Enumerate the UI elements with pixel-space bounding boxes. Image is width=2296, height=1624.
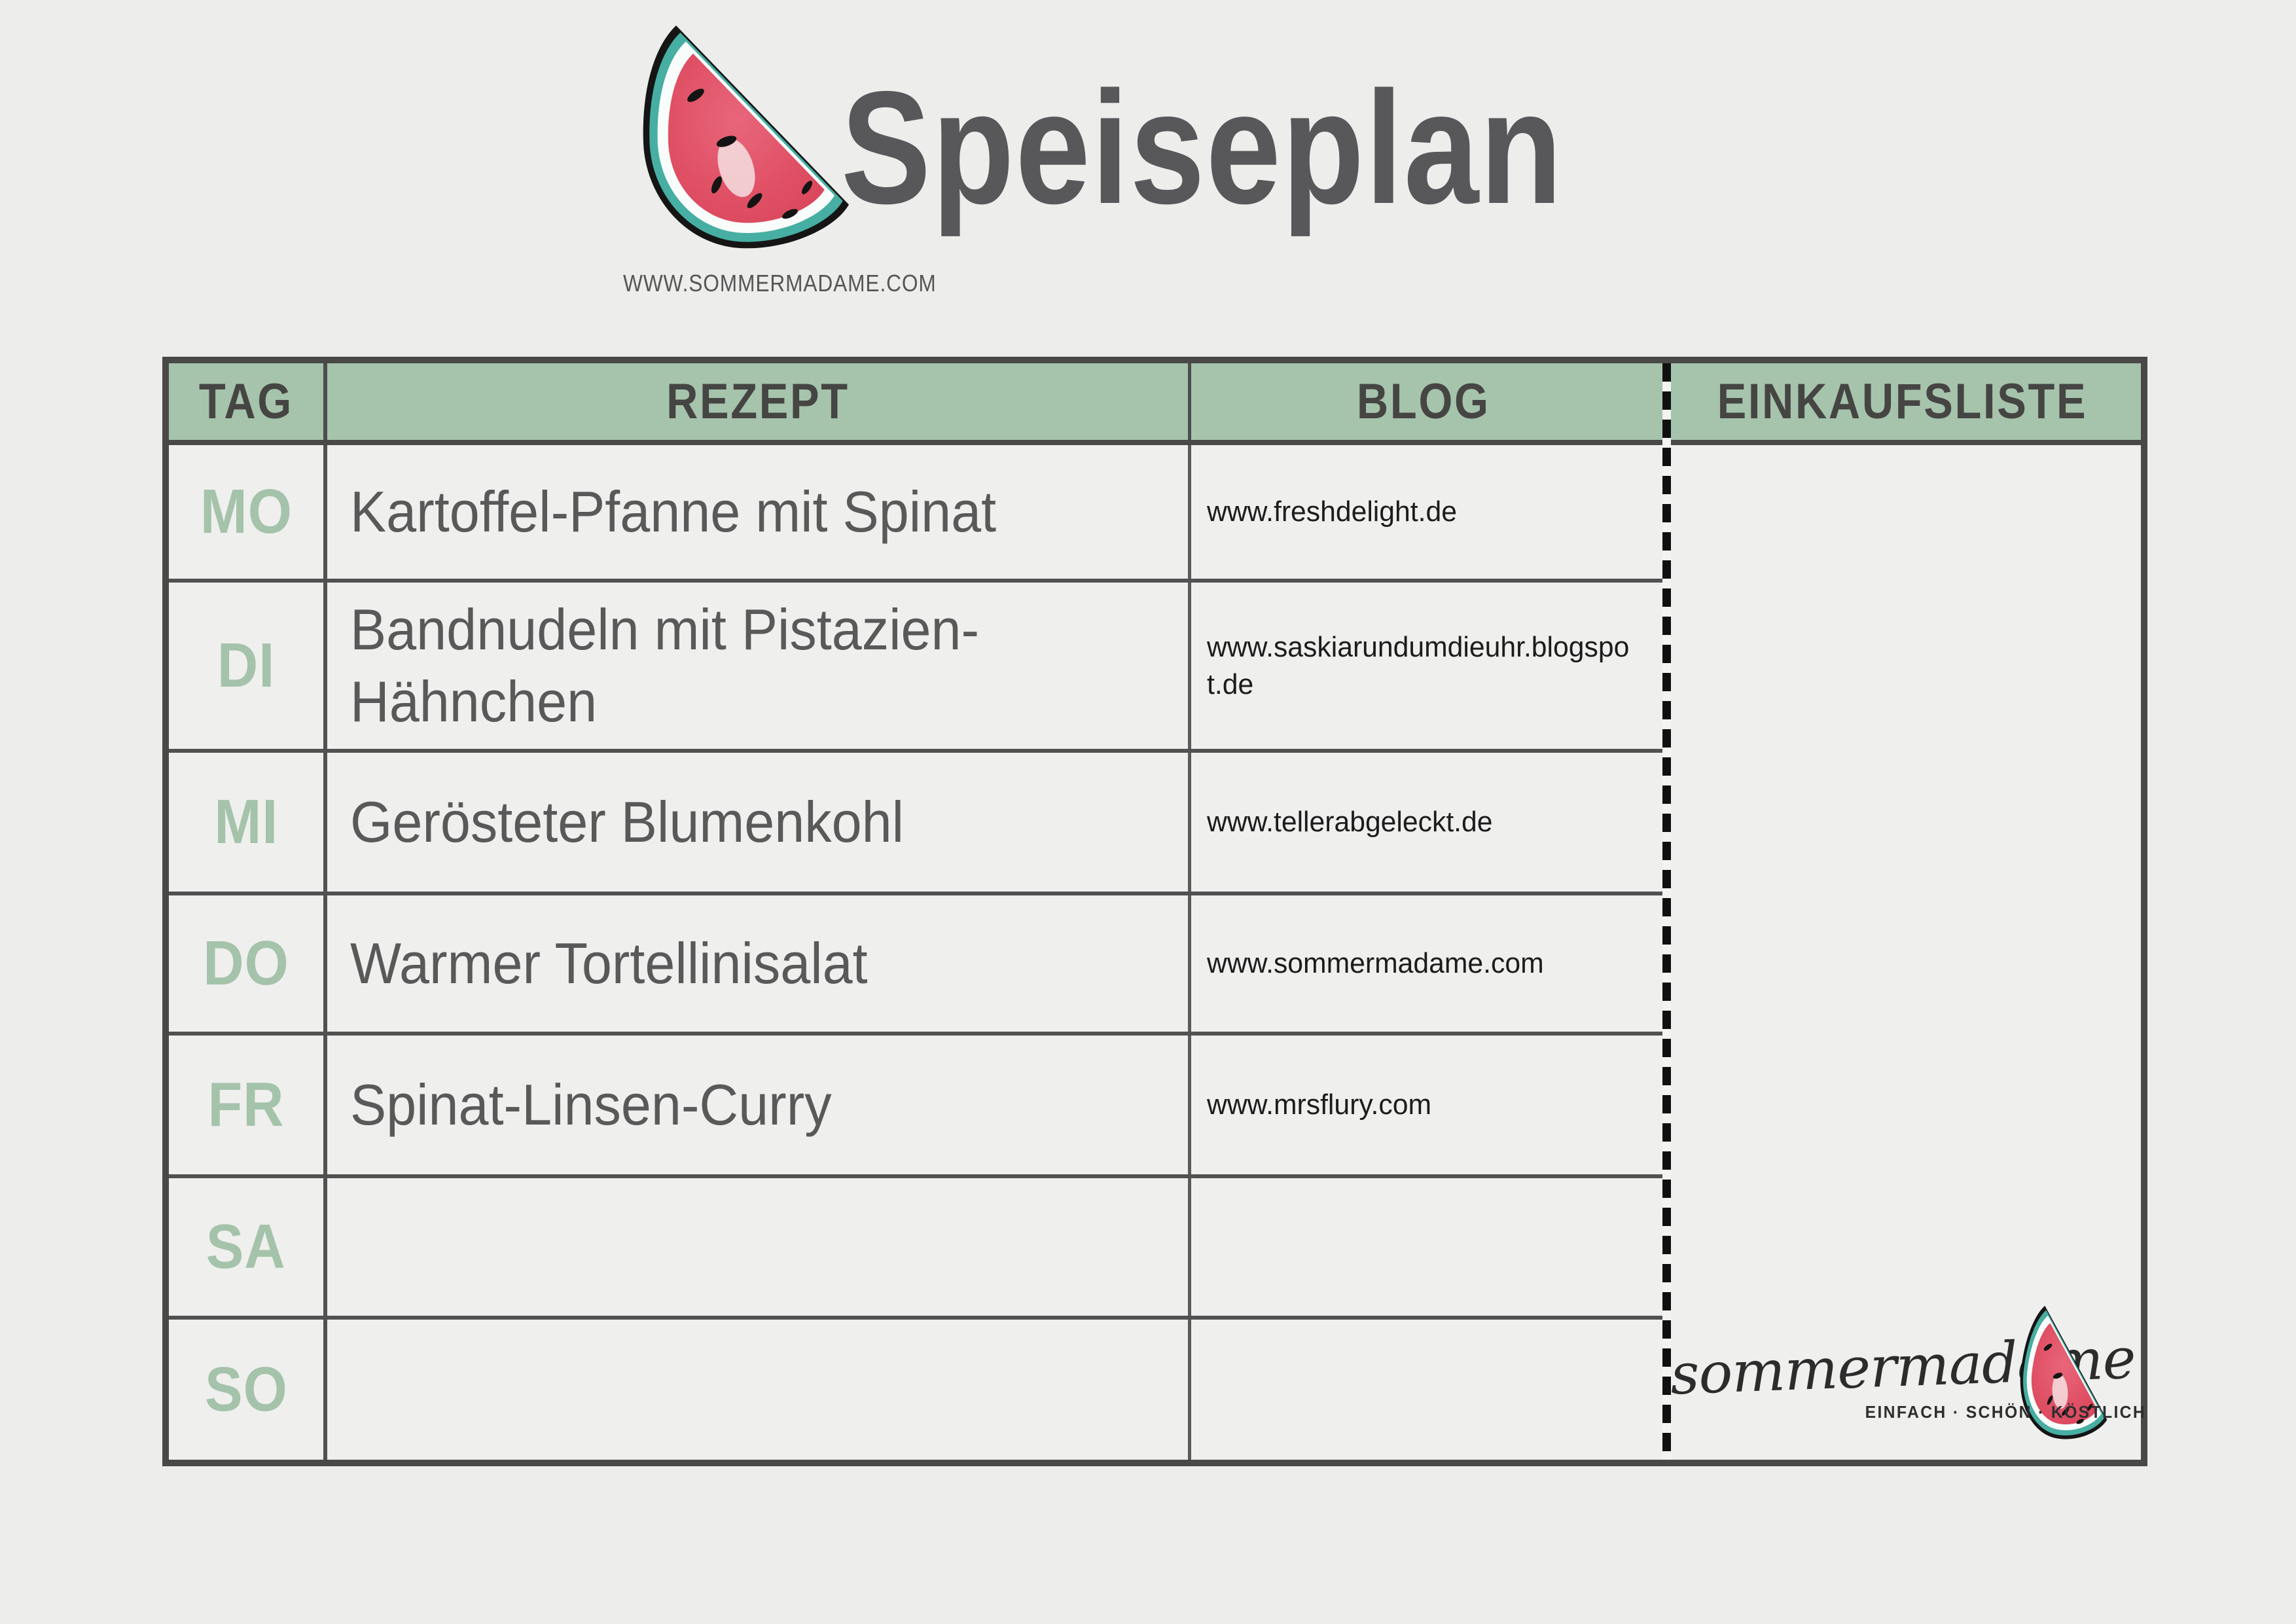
table-header-row: TAG REZEPT BLOG EINKAUFSLISTE (169, 363, 2141, 445)
blog-link[interactable]: www.mrsflury.com (1207, 1089, 1432, 1121)
recipe-text: Spinat-Linsen-Curry (350, 1072, 832, 1137)
column-header-tag: TAG (169, 363, 327, 440)
blog-cell: www.saskiarundumdieuhr.blogspot.de (1191, 583, 1662, 749)
blog-link[interactable]: www.tellerabgeleckt.de (1207, 806, 1493, 839)
recipe-cell: Kartoffel-Pfanne mit Spinat (327, 445, 1191, 579)
recipe-cell: Spinat-Linsen-Curry (327, 1036, 1191, 1174)
table-row: DI Bandnudeln mit Pistazien-Hähnchen www.s… (169, 583, 1662, 753)
table-row: MI Gerösteter Blumenkohl www.tellerabgelec… (169, 753, 1662, 895)
column-header-blog: BLOG (1191, 363, 1655, 440)
watermelon-slice-icon (2009, 1301, 2124, 1448)
cut-line-dashed (1662, 363, 1671, 1460)
column-header-einkaufsliste: EINKAUFSLISTE (1664, 363, 2141, 440)
recipe-cell: Warmer Tortellinisalat (327, 895, 1191, 1032)
day-label: DI (217, 630, 276, 700)
watermelon-slice-icon (638, 22, 854, 252)
site-url: WWW.SOMMERMADAME.COM (623, 270, 937, 297)
blog-link[interactable]: www.sommermadame.com (1207, 947, 1544, 980)
day-label: DO (203, 928, 289, 998)
day-cell: SO (169, 1320, 327, 1460)
recipe-cell: Gerösteter Blumenkohl (327, 753, 1191, 892)
blog-cell: www.mrsflury.com (1191, 1036, 1662, 1174)
recipe-text: Warmer Tortellinisalat (350, 931, 868, 996)
logo-tagline: EINFACH · SCHÖN · KÖSTLICH (1865, 1402, 2147, 1422)
column-header-label: TAG (198, 374, 294, 429)
day-label: FR (207, 1070, 285, 1140)
day-cell: FR (169, 1036, 327, 1174)
meal-plan-table: TAG REZEPT BLOG EINKAUFSLISTE MO Kartoffe… (162, 357, 2147, 1466)
day-label: SO (204, 1354, 288, 1424)
column-header-label: EINKAUFSLISTE (1717, 374, 2088, 429)
day-cell: MI (169, 753, 327, 892)
table-row: DO Warmer Tortellinisalat www.sommermadame… (169, 895, 1662, 1036)
day-cell: DI (169, 583, 327, 749)
page-title: Speiseplan (841, 58, 1564, 237)
table-row: SO (169, 1320, 1662, 1460)
recipe-cell: Bandnudeln mit Pistazien-Hähnchen (327, 583, 1191, 749)
recipe-cell (327, 1320, 1191, 1460)
table-body-left: MO Kartoffel-Pfanne mit Spinat www.freshde… (169, 445, 1662, 1460)
recipe-cell (327, 1178, 1191, 1316)
day-cell: SA (169, 1178, 327, 1316)
blog-cell: www.tellerabgeleckt.de (1191, 753, 1662, 892)
day-cell: DO (169, 895, 327, 1032)
column-header-label: BLOG (1356, 374, 1490, 429)
blog-cell (1191, 1320, 1662, 1460)
blog-cell (1191, 1178, 1662, 1316)
table-row: MO Kartoffel-Pfanne mit Spinat www.freshde… (169, 445, 1662, 583)
day-cell: MO (169, 445, 327, 579)
table-body: MO Kartoffel-Pfanne mit Spinat www.freshde… (169, 445, 2141, 1460)
table-row: FR Spinat-Linsen-Curry www.mrsflury.com (169, 1036, 1662, 1178)
day-label: MO (200, 477, 293, 547)
recipe-text: Kartoffel-Pfanne mit Spinat (350, 479, 997, 544)
recipe-text: Bandnudeln mit Pistazien-Hähnchen (350, 597, 980, 734)
day-label: MI (214, 787, 278, 857)
day-label: SA (206, 1212, 286, 1282)
blog-link[interactable]: www.freshdelight.de (1207, 496, 1457, 528)
recipe-text: Gerösteter Blumenkohl (350, 789, 904, 854)
blog-link[interactable]: www.saskiarundumdieuhr.blogspot.de (1207, 630, 1630, 700)
blog-cell: www.sommermadame.com (1191, 895, 1662, 1032)
table-row: SA (169, 1178, 1662, 1320)
column-header-label: REZEPT (666, 374, 850, 429)
blog-cell: www.freshdelight.de (1191, 445, 1662, 579)
column-header-rezept: REZEPT (327, 363, 1191, 440)
